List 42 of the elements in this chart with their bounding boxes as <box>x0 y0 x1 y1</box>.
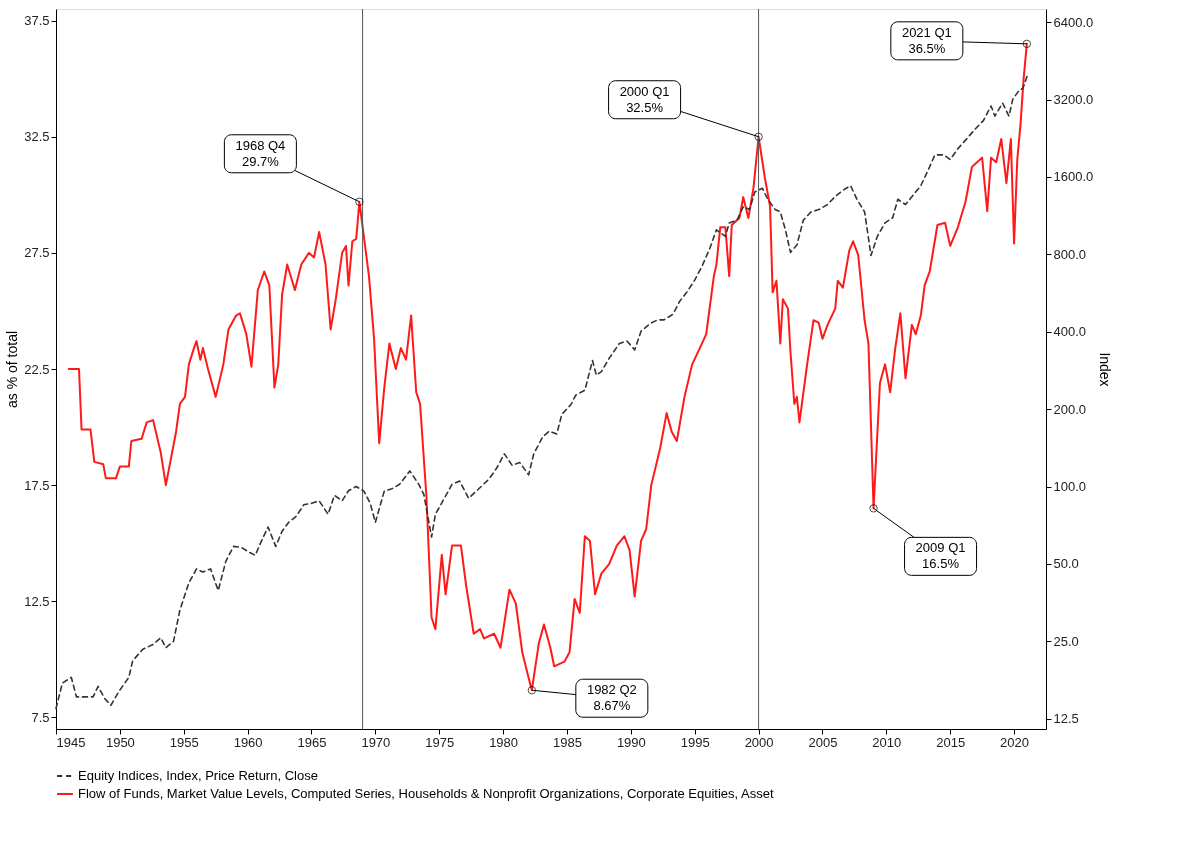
x-tick-label: 1985 <box>553 734 582 750</box>
y2-tick-label: 25.0 <box>1053 633 1079 649</box>
x-tick-label: 2020 <box>1000 734 1030 750</box>
annotation: 2000 Q1 32.5% <box>619 83 670 115</box>
x-tick-label: 1980 <box>489 734 519 750</box>
x-tick-label: 2010 <box>872 734 902 750</box>
y2-tick-label: 100.0 <box>1053 479 1087 495</box>
y2-tick-label: 50.0 <box>1053 556 1079 572</box>
x-tick-label: 1975 <box>425 734 455 750</box>
annotation: 1968 Q4 29.7% <box>235 137 286 169</box>
y-axis-title: as % of total <box>4 330 21 409</box>
y2-axis-title: Index <box>1097 352 1114 387</box>
y2-tick-label: 800.0 <box>1053 246 1087 262</box>
y-tick-label: 17.5 <box>24 477 50 493</box>
x-tick-label: 1990 <box>616 734 646 750</box>
x-tick-label: 1970 <box>361 734 391 750</box>
y2-tick-label: 6400.0 <box>1053 14 1094 30</box>
y-tick-label: 27.5 <box>24 245 50 261</box>
y2-tick-label: 12.5 <box>1053 711 1079 727</box>
y-tick-label: 22.5 <box>24 361 50 377</box>
x-tick-label: 1995 <box>680 734 710 750</box>
y-tick-label: 12.5 <box>24 593 50 609</box>
legend-label: Flow of Funds, Market Value Levels, Computed Series, Households & Nonprofit Organizations, Corporate Equities, Asset <box>78 786 774 801</box>
y-tick-label: 32.5 <box>24 129 50 145</box>
annotation: 1982 Q2 8.67% <box>586 682 637 714</box>
annotation: 2021 Q1 36.5% <box>901 24 952 56</box>
y2-tick-label: 3200.0 <box>1053 92 1094 108</box>
legend-label: Equity Indices, Index, Price Return, Close <box>78 768 318 783</box>
y2-tick-label: 1600.0 <box>1053 169 1094 185</box>
x-tick-label: 1950 <box>105 734 135 750</box>
annotation: 2009 Q1 16.5% <box>915 540 966 572</box>
y2-tick-label: 200.0 <box>1053 401 1087 417</box>
x-tick-label: 1945 <box>56 734 86 750</box>
x-tick-label: 1955 <box>169 734 199 750</box>
x-tick-label: 1965 <box>297 734 327 750</box>
x-tick-label: 2015 <box>936 734 966 750</box>
x-tick-label: 1960 <box>233 734 263 750</box>
y-tick-label: 37.5 <box>24 13 50 29</box>
y2-tick-label: 400.0 <box>1053 324 1087 340</box>
y-tick-label: 7.5 <box>31 709 50 725</box>
x-tick-label: 2005 <box>808 734 838 750</box>
x-tick-label: 2000 <box>744 734 774 750</box>
